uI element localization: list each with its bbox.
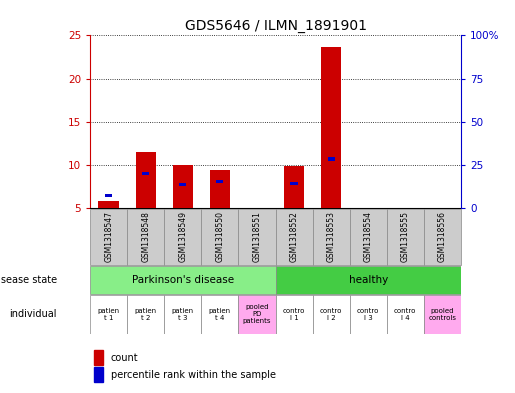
FancyBboxPatch shape [90, 209, 127, 265]
Bar [105, 194, 112, 197]
Bar [98, 201, 119, 208]
Text: healthy: healthy [349, 275, 388, 285]
Text: percentile rank within the sample: percentile rank within the sample [111, 369, 276, 380]
FancyBboxPatch shape [90, 266, 276, 294]
Text: GSM1318552: GSM1318552 [289, 211, 299, 262]
FancyBboxPatch shape [90, 295, 127, 334]
Text: pooled
controls: pooled controls [428, 308, 456, 321]
FancyBboxPatch shape [350, 209, 387, 265]
FancyBboxPatch shape [127, 295, 164, 334]
Text: pooled
PD
patients: pooled PD patients [243, 305, 271, 324]
Text: contro
l 2: contro l 2 [320, 308, 342, 321]
Text: patien
t 3: patien t 3 [172, 308, 194, 321]
Text: patien
t 4: patien t 4 [209, 308, 231, 321]
Text: contro
l 3: contro l 3 [357, 308, 380, 321]
Bar [135, 152, 156, 208]
FancyBboxPatch shape [201, 209, 238, 265]
Text: GSM1318554: GSM1318554 [364, 211, 373, 262]
FancyBboxPatch shape [164, 295, 201, 334]
Text: GSM1318550: GSM1318550 [215, 211, 225, 262]
Text: GSM1318548: GSM1318548 [141, 211, 150, 262]
Bar [173, 165, 193, 208]
FancyBboxPatch shape [238, 209, 276, 265]
Text: contro
l 4: contro l 4 [394, 308, 417, 321]
FancyBboxPatch shape [313, 209, 350, 265]
FancyBboxPatch shape [313, 295, 350, 334]
FancyBboxPatch shape [164, 209, 201, 265]
FancyBboxPatch shape [424, 209, 461, 265]
FancyBboxPatch shape [276, 266, 461, 294]
Bar [210, 170, 230, 208]
Text: patien
t 2: patien t 2 [135, 308, 157, 321]
Bar [328, 158, 335, 160]
Text: contro
l 1: contro l 1 [283, 308, 305, 321]
Bar [216, 180, 224, 183]
Text: GSM1318556: GSM1318556 [438, 211, 447, 262]
Text: GSM1318549: GSM1318549 [178, 211, 187, 262]
Bar [94, 350, 103, 365]
FancyBboxPatch shape [201, 295, 238, 334]
FancyBboxPatch shape [127, 209, 164, 265]
FancyBboxPatch shape [350, 295, 387, 334]
Text: Parkinson's disease: Parkinson's disease [132, 275, 234, 285]
FancyBboxPatch shape [238, 295, 276, 334]
Text: patien
t 1: patien t 1 [98, 308, 119, 321]
FancyBboxPatch shape [276, 209, 313, 265]
Text: individual: individual [9, 309, 57, 320]
Bar [321, 48, 341, 208]
Bar [284, 166, 304, 208]
Bar [290, 182, 298, 185]
Text: GSM1318547: GSM1318547 [104, 211, 113, 262]
Text: GSM1318555: GSM1318555 [401, 211, 410, 262]
Text: disease state: disease state [0, 275, 57, 285]
Text: GSM1318551: GSM1318551 [252, 211, 262, 262]
FancyBboxPatch shape [387, 209, 424, 265]
FancyBboxPatch shape [387, 295, 424, 334]
Title: GDS5646 / ILMN_1891901: GDS5646 / ILMN_1891901 [184, 19, 367, 33]
FancyBboxPatch shape [276, 295, 313, 334]
Bar [179, 183, 186, 185]
FancyBboxPatch shape [424, 295, 461, 334]
Text: count: count [111, 353, 138, 363]
Bar [142, 172, 149, 175]
Bar [94, 367, 103, 382]
Text: GSM1318553: GSM1318553 [327, 211, 336, 262]
